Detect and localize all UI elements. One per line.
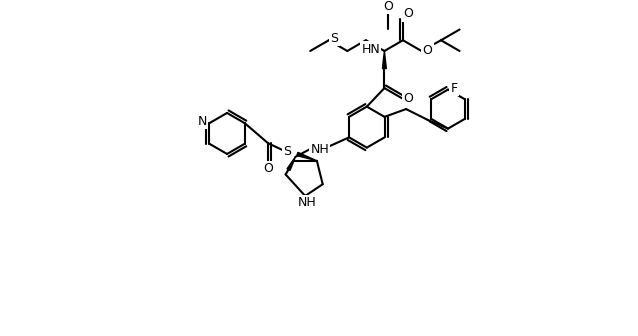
- Text: NH: NH: [298, 196, 316, 209]
- Text: S: S: [330, 32, 339, 45]
- Text: O: O: [422, 44, 433, 57]
- Text: S: S: [283, 144, 292, 158]
- Text: HN: HN: [361, 43, 380, 55]
- Polygon shape: [287, 157, 295, 170]
- Text: N: N: [198, 115, 207, 128]
- Polygon shape: [382, 51, 387, 69]
- Text: O: O: [383, 0, 393, 12]
- Polygon shape: [297, 152, 317, 161]
- Text: O: O: [263, 162, 273, 175]
- Text: F: F: [450, 82, 457, 95]
- Text: O: O: [403, 7, 413, 20]
- Text: O: O: [403, 92, 413, 105]
- Text: NH: NH: [311, 142, 329, 156]
